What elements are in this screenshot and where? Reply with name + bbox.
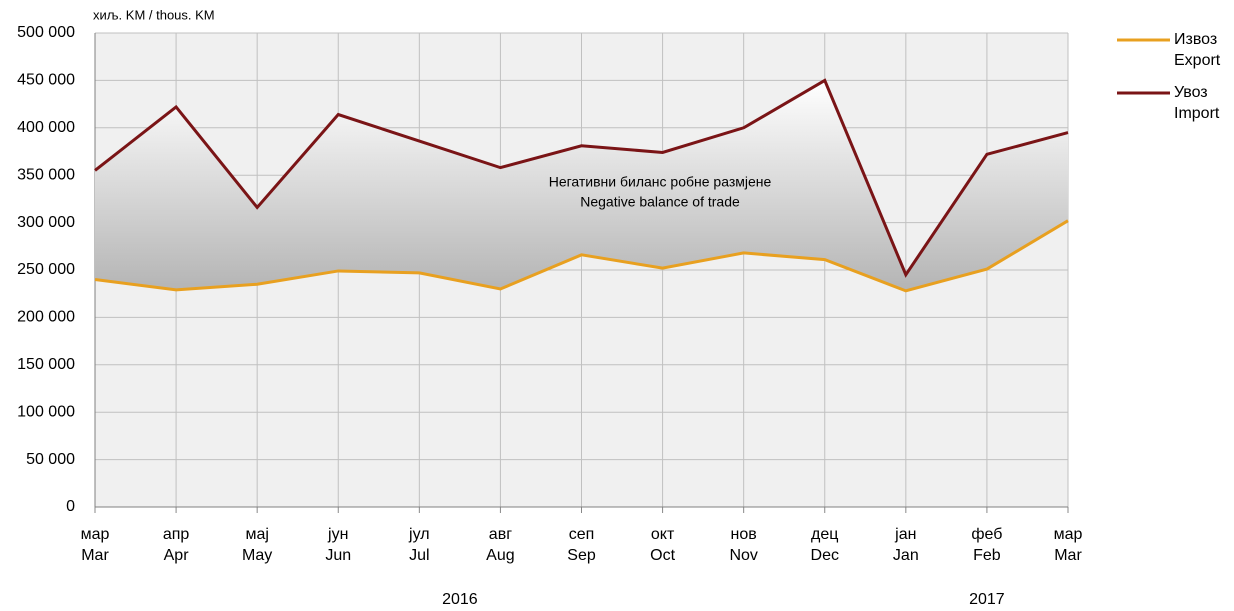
x-tick-label: јул bbox=[408, 526, 430, 543]
x-tick-label: сеп bbox=[569, 526, 595, 543]
x-tick-label: Jun bbox=[325, 547, 351, 564]
x-tick-label: мар bbox=[1054, 526, 1083, 543]
unit-label: хиљ. KM / thous. KM bbox=[93, 7, 215, 22]
x-tick-label: нов bbox=[731, 526, 757, 543]
x-tick-label: Feb bbox=[973, 547, 1001, 564]
x-tick-label: Jan bbox=[893, 547, 919, 564]
x-tick-label: апр bbox=[163, 526, 190, 543]
x-tick-label: јун bbox=[327, 526, 348, 543]
legend-label: Увоз bbox=[1174, 84, 1208, 101]
x-tick-label: Dec bbox=[811, 547, 839, 564]
y-tick-label: 450 000 bbox=[17, 72, 75, 89]
x-tick-label: Mar bbox=[81, 547, 109, 564]
annotation: Negative balance of trade bbox=[580, 194, 740, 210]
y-tick-label: 0 bbox=[66, 498, 75, 515]
x-tick-label: May bbox=[242, 547, 272, 564]
y-tick-label: 50 000 bbox=[26, 451, 75, 468]
annotation: Негативни биланс робне размјене bbox=[549, 174, 772, 190]
y-tick-label: 200 000 bbox=[17, 309, 75, 326]
x-tick-label: Jul bbox=[409, 547, 429, 564]
y-tick-label: 400 000 bbox=[17, 119, 75, 136]
y-tick-label: 350 000 bbox=[17, 166, 75, 183]
legend-label: Export bbox=[1174, 52, 1221, 69]
x-tick-label: Nov bbox=[729, 547, 757, 564]
x-tick-label: феб bbox=[971, 526, 1002, 543]
series-line bbox=[94, 78, 1069, 278]
x-tick-label: Aug bbox=[486, 547, 514, 564]
x-tick-label: окт bbox=[651, 526, 675, 543]
year-label: 2016 bbox=[442, 591, 478, 608]
x-tick-label: мај bbox=[245, 526, 268, 543]
x-tick-label: Apr bbox=[164, 547, 190, 564]
x-tick-label: Sep bbox=[567, 547, 596, 564]
y-tick-label: 300 000 bbox=[17, 214, 75, 231]
y-tick-label: 500 000 bbox=[17, 24, 75, 41]
x-tick-label: мар bbox=[81, 526, 110, 543]
x-tick-label: јан bbox=[894, 526, 916, 543]
legend-label: Извоз bbox=[1174, 31, 1217, 48]
y-tick-label: 100 000 bbox=[17, 403, 75, 420]
y-tick-label: 250 000 bbox=[17, 261, 75, 278]
x-tick-label: дец bbox=[811, 526, 838, 543]
legend-label: Import bbox=[1174, 105, 1220, 122]
x-tick-label: Oct bbox=[650, 547, 675, 564]
year-label: 2017 bbox=[969, 591, 1005, 608]
balance-area bbox=[95, 80, 1068, 291]
x-tick-label: авг bbox=[489, 526, 512, 543]
x-tick-label: Mar bbox=[1054, 547, 1082, 564]
y-tick-label: 150 000 bbox=[17, 356, 75, 373]
series-line bbox=[94, 219, 1069, 293]
